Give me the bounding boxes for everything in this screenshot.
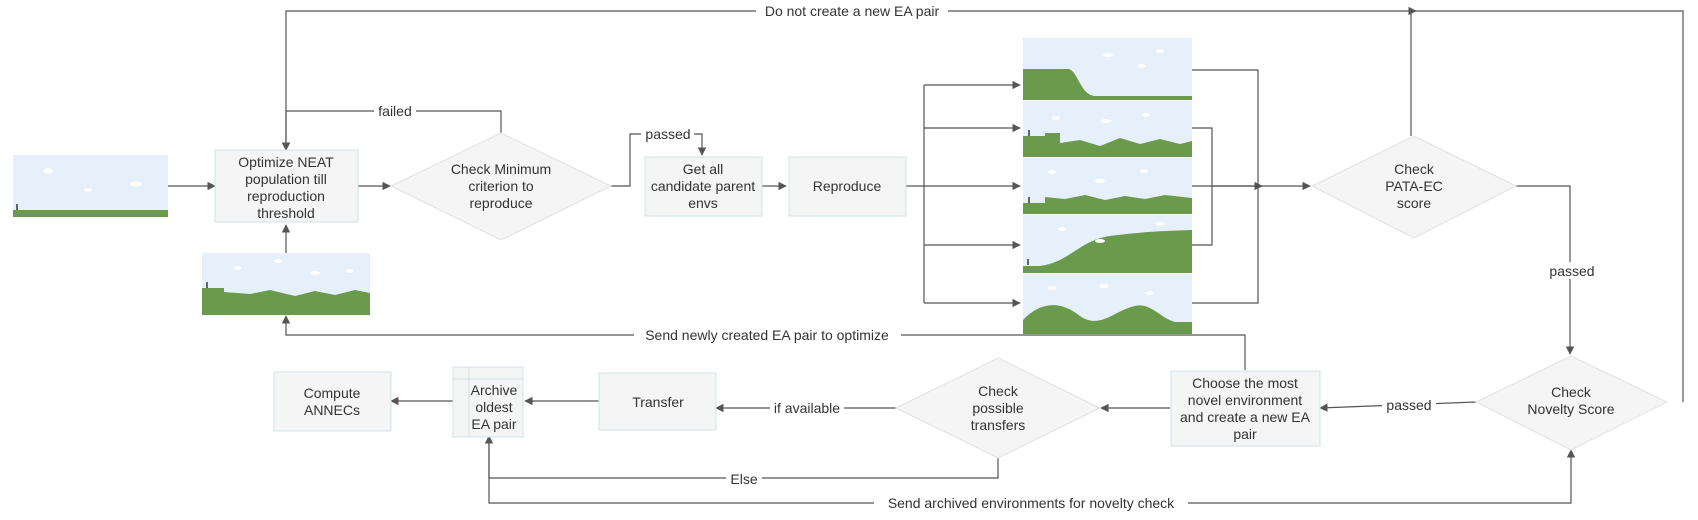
node-transfer-label: Transfer [632,394,684,410]
node-check-pata-label: Check PATA-EC score [1385,161,1443,211]
node-check-min-label: Check Minimum criterion to reproduce [451,161,551,211]
check_transfers-line-1: possible [972,400,1024,416]
node-choose-novel-label: Choose the most novel environment and crea… [1180,375,1311,442]
node-archive: Archive oldest EA pair [452,366,524,438]
node-reproduce-label: Reproduce [813,178,882,194]
node-check-transfers-label: Check possible transfers [971,383,1025,433]
node-optimize: Optimize NEAT population till reproduction… [214,149,359,223]
node-choose-novel: Choose the most novel environment and crea… [1170,370,1321,447]
check_pata-line-2: score [1397,195,1431,211]
node-reproduce: Reproduce [788,156,907,217]
node-transfer: Transfer [598,372,717,431]
node-get-parents-label: Get all candidate parent envs [651,161,755,211]
check_novelty-line-1: Novelty Score [1527,401,1614,417]
edge-labels: Do not create a new EA pair failed passe… [374,2,1599,512]
label-failed: failed [378,103,411,119]
choose_novel-line-0: Choose the most [1192,375,1298,391]
check_min-line-1: criterion to [468,178,534,194]
get_parents-line-2: envs [688,195,718,211]
optimize-line-3: threshold [257,205,315,221]
node-compute: Compute ANNECs [273,371,392,432]
node-check-novelty-label: Check Novelty Score [1527,384,1614,417]
label-passed-min: passed [645,126,690,142]
check_pata-line-0: Check [1394,161,1435,177]
optimize-line-2: reproduction [247,188,325,204]
env-start [13,155,168,217]
label-do-not-create: Do not create a new EA pair [765,3,940,19]
optimize-line-1: population till [245,171,327,187]
check_min-line-2: reproduce [469,195,532,211]
node-check-transfers: Check possible transfers [894,357,1102,459]
reproduce-line-0: Reproduce [813,178,882,194]
edges [168,6,1684,504]
label-passed-pata: passed [1549,263,1594,279]
edge-fan-trunk [905,85,925,303]
get_parents-line-0: Get all [683,161,723,177]
transfer-line-0: Transfer [632,394,684,410]
node-get-parents: Get all candidate parent envs [644,156,763,217]
edge-pata-to-top [1408,6,1417,136]
edge-passed-pata [1516,185,1575,355]
env-3 [1023,158,1192,214]
choose_novel-line-1: novel environment [1188,392,1303,408]
env-bottom [202,253,370,315]
env-5 [1023,274,1192,334]
choose_novel-line-2: and create a new EA [1180,409,1311,425]
optimize-line-0: Optimize NEAT [238,154,334,170]
label-else: Else [730,471,757,487]
node-archive-label: Archive oldest EA pair [471,382,518,432]
check_novelty-line-0: Check [1551,384,1592,400]
get_parents-line-1: candidate parent [651,178,755,194]
label-send-new: Send newly created EA pair to optimize [645,327,889,343]
env-2 [1023,101,1192,157]
node-check-novelty: Check Novelty Score [1474,355,1669,451]
check_pata-line-1: PATA-EC [1385,178,1443,194]
label-send-archived: Send archived environments for novelty c… [888,495,1175,511]
archive-line-0: Archive [471,382,518,398]
node-check-pata: Check PATA-EC score [1310,135,1518,239]
label-if-available: if available [774,400,840,416]
archive-line-1: oldest [475,399,512,415]
edge-passed-min [611,133,707,187]
edge-do-not-create [281,10,1684,402]
check_transfers-line-2: transfers [971,417,1025,433]
compute-line-0: Compute [304,385,361,401]
env-1 [1023,38,1192,100]
node-optimize-label: Optimize NEAT population till reproduction… [238,154,334,221]
edge-in-5 [1192,186,1259,304]
compute-line-1: ANNECs [304,402,360,418]
edge-in-1 [1192,69,1259,186]
env-4 [1023,215,1192,273]
check_transfers-line-0: Check [978,383,1019,399]
check_min-line-0: Check Minimum [451,161,551,177]
choose_novel-line-3: pair [1233,426,1257,442]
edge-send-archived [488,436,1576,504]
node-compute-label: Compute ANNECs [304,385,361,418]
label-passed-novelty: passed [1386,397,1431,413]
archive-line-2: EA pair [471,416,516,432]
node-check-min: Check Minimum criterion to reproduce [389,132,613,241]
